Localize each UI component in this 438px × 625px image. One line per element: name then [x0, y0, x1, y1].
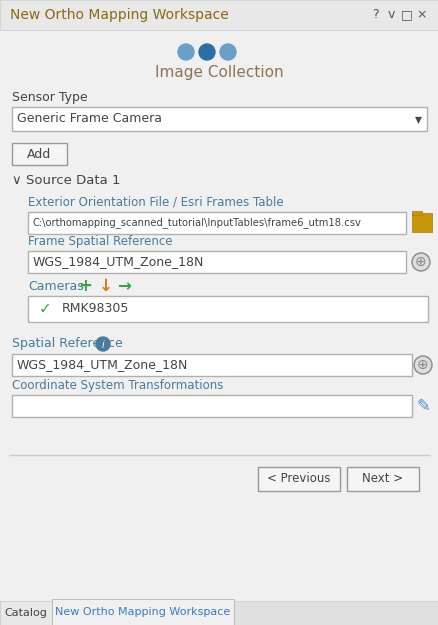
Text: Catalog: Catalog	[4, 608, 47, 618]
Text: C:\orthomapping_scanned_tutorial\InputTables\frame6_utm18.csv: C:\orthomapping_scanned_tutorial\InputTa…	[33, 217, 361, 229]
Text: v: v	[386, 9, 394, 21]
Circle shape	[413, 356, 431, 374]
Bar	[28, 251, 405, 273]
Text: WGS_1984_UTM_Zone_18N: WGS_1984_UTM_Zone_18N	[33, 256, 204, 269]
Text: Spatial Reference: Spatial Reference	[12, 338, 123, 351]
Bar	[0, 601, 438, 625]
Bar	[411, 213, 431, 232]
Circle shape	[177, 44, 194, 60]
Bar	[28, 212, 405, 234]
Circle shape	[219, 44, 236, 60]
Circle shape	[198, 44, 215, 60]
Text: ✓: ✓	[39, 301, 51, 316]
Text: ▾: ▾	[413, 112, 420, 126]
Bar	[52, 599, 233, 625]
Text: New Ortho Mapping Workspace: New Ortho Mapping Workspace	[10, 8, 228, 22]
Bar	[0, 0, 438, 30]
Text: □: □	[400, 9, 412, 21]
Bar	[12, 354, 411, 376]
Text: ?: ?	[371, 9, 378, 21]
Text: New Ortho Mapping Workspace: New Ortho Mapping Workspace	[55, 607, 230, 617]
Text: RMK98305: RMK98305	[62, 302, 129, 316]
Bar	[12, 107, 426, 131]
Text: Next >: Next >	[362, 472, 403, 486]
Text: +: +	[78, 277, 92, 295]
Bar	[258, 467, 339, 491]
Text: Image Collection: Image Collection	[155, 66, 283, 81]
Text: ⊕: ⊕	[414, 255, 426, 269]
Text: ∨ Source Data 1: ∨ Source Data 1	[12, 174, 120, 188]
Bar	[12, 395, 411, 417]
Text: Exterior Orientation File / Esri Frames Table: Exterior Orientation File / Esri Frames …	[28, 196, 283, 209]
Bar	[0, 601, 52, 625]
Text: ⊕: ⊕	[416, 358, 428, 372]
Bar	[12, 143, 67, 165]
Bar	[346, 467, 418, 491]
Text: Add: Add	[27, 148, 51, 161]
Bar	[28, 296, 427, 322]
Text: Sensor Type: Sensor Type	[12, 91, 88, 104]
Circle shape	[96, 337, 110, 351]
Text: Frame Spatial Reference: Frame Spatial Reference	[28, 234, 172, 248]
Text: →: →	[117, 277, 131, 295]
Text: i: i	[101, 340, 104, 350]
Text: ↓: ↓	[99, 277, 113, 295]
Text: Cameras: Cameras	[28, 279, 84, 292]
Text: ✎: ✎	[415, 397, 429, 415]
Text: Coordinate System Transformations: Coordinate System Transformations	[12, 379, 223, 392]
Text: ×: ×	[416, 9, 426, 21]
Text: Generic Frame Camera: Generic Frame Camera	[17, 112, 162, 126]
Circle shape	[411, 253, 429, 271]
Text: WGS_1984_UTM_Zone_18N: WGS_1984_UTM_Zone_18N	[17, 359, 188, 371]
Text: < Previous: < Previous	[267, 472, 330, 486]
Bar	[411, 211, 421, 215]
